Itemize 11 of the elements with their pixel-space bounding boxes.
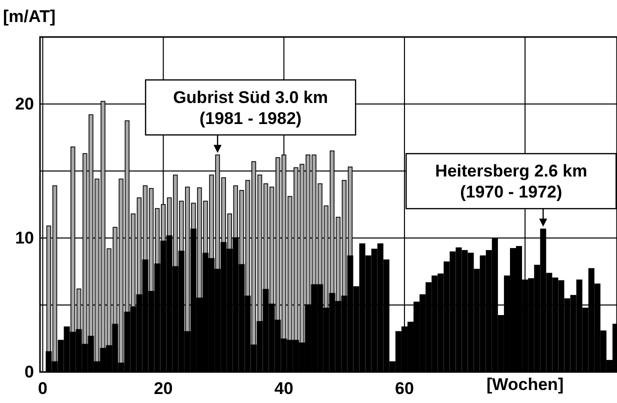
x-tick-label: 40 — [274, 379, 294, 398]
y-axis-title: [m/AT] — [3, 7, 56, 26]
x-tick-label: 20 — [154, 379, 173, 398]
annotation: Heitersberg 2.6 km (1970 - 1972) — [435, 162, 588, 202]
x-tick-label: 0 — [38, 379, 48, 398]
x-axis-title: [Wochen] — [486, 375, 564, 394]
x-tick-label: 60 — [395, 379, 414, 398]
y-tick-label: 0 — [24, 362, 34, 382]
y-tick-label: 10 — [15, 228, 34, 248]
y-tick-label: 20 — [15, 94, 34, 114]
annotation: Gubrist Süd 3.0 km (1981 - 1982) — [173, 88, 328, 128]
